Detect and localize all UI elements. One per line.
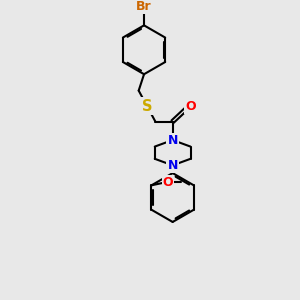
- Text: S: S: [142, 99, 152, 114]
- Text: Br: Br: [136, 0, 152, 14]
- Text: N: N: [167, 159, 178, 172]
- Text: O: O: [163, 176, 173, 189]
- Text: O: O: [185, 100, 196, 113]
- Text: N: N: [167, 134, 178, 146]
